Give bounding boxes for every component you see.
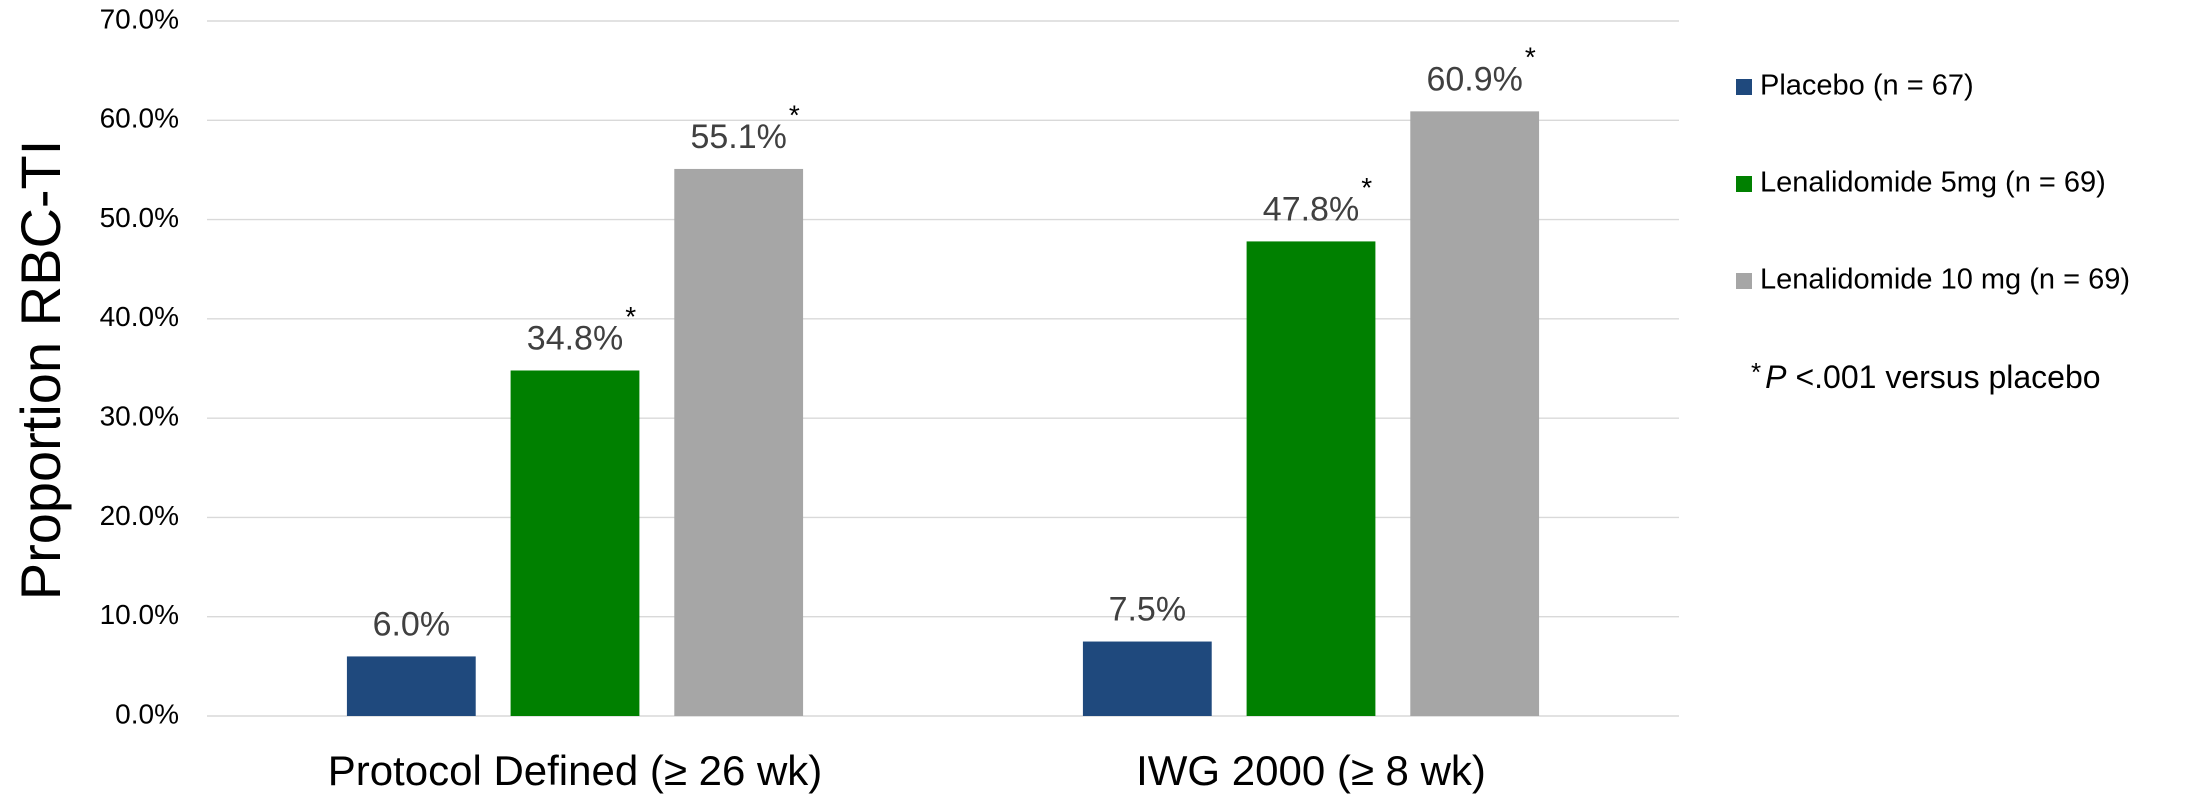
legend-swatch bbox=[1736, 176, 1752, 192]
y-tick-label: 30.0% bbox=[100, 401, 179, 432]
x-tick-label: Protocol Defined (≥ 26 wk) bbox=[328, 747, 823, 794]
legend-label: Placebo (n = 67) bbox=[1760, 70, 1974, 102]
bar bbox=[346, 656, 476, 716]
footnote-italic: P bbox=[1765, 359, 1787, 395]
y-tick-label: 0.0% bbox=[115, 698, 179, 729]
significance-marker: * bbox=[625, 301, 636, 332]
y-axis-title: Proportion RBC-TI bbox=[9, 140, 72, 601]
bar bbox=[510, 370, 640, 716]
y-tick-label: 50.0% bbox=[100, 202, 179, 233]
bar bbox=[1410, 111, 1540, 717]
significance-marker: * bbox=[1361, 172, 1372, 203]
significance-marker: * bbox=[1525, 42, 1536, 73]
footnote-text: <.001 versus placebo bbox=[1795, 359, 2100, 395]
y-tick-label: 20.0% bbox=[100, 500, 179, 531]
legend-swatch bbox=[1736, 273, 1752, 289]
bar bbox=[1246, 241, 1376, 716]
value-label: 60.9% bbox=[1426, 60, 1522, 98]
legend-label: Lenalidomide 5mg (n = 69) bbox=[1760, 167, 2106, 199]
value-label: 47.8% bbox=[1263, 190, 1359, 228]
legend-swatch bbox=[1736, 79, 1752, 95]
value-label: 7.5% bbox=[1109, 591, 1187, 629]
legend-label: Lenalidomide 10 mg (n = 69) bbox=[1760, 264, 2130, 296]
footnote: * P <.001 versus placebo bbox=[1751, 357, 2101, 396]
y-tick-label: 70.0% bbox=[100, 3, 179, 34]
bar bbox=[1082, 641, 1212, 716]
footnote-marker: * bbox=[1751, 357, 1761, 387]
y-tick-label: 10.0% bbox=[100, 599, 179, 630]
value-label: 34.8% bbox=[527, 319, 623, 357]
value-label: 6.0% bbox=[373, 605, 451, 643]
y-tick-label: 60.0% bbox=[100, 103, 179, 134]
y-tick-label: 40.0% bbox=[100, 301, 179, 332]
bar bbox=[674, 168, 804, 716]
x-tick-label: IWG 2000 (≥ 8 wk) bbox=[1136, 747, 1486, 794]
value-label: 55.1% bbox=[690, 118, 786, 156]
significance-marker: * bbox=[789, 99, 800, 130]
